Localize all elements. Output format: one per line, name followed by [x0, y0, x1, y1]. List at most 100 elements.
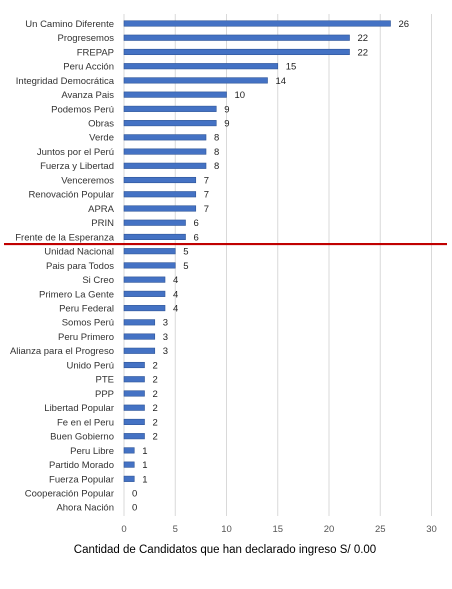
category-label: PPP	[95, 389, 114, 400]
bar	[123, 376, 145, 383]
bar	[123, 433, 145, 440]
category-label: Alianza para el Progreso	[10, 346, 114, 357]
bar	[123, 347, 156, 354]
value-label: 1	[142, 474, 147, 485]
value-label: 4	[173, 304, 178, 315]
bar	[123, 205, 197, 212]
category-label: Obras	[88, 119, 114, 130]
x-tick-label: 10	[221, 524, 232, 535]
bar	[123, 105, 217, 112]
category-label: Unido Perú	[66, 360, 114, 371]
bar	[123, 319, 156, 326]
bar	[123, 461, 135, 468]
category-label: Peru Acción	[63, 62, 114, 73]
category-label: PRIN	[91, 218, 114, 229]
category-label: Pais para Todos	[46, 261, 114, 272]
category-label: Verde	[89, 133, 114, 144]
value-label: 3	[163, 318, 168, 329]
bar	[123, 91, 227, 98]
bar	[123, 48, 350, 56]
category-label: APRA	[88, 204, 115, 215]
value-label: 4	[173, 289, 178, 300]
bar	[123, 475, 135, 482]
bar	[123, 248, 176, 255]
category-labels: Un Camino Diferente Progresemos FREPAP Peru…	[10, 19, 115, 514]
bar	[123, 63, 279, 70]
category-label: Peru Federal	[59, 304, 114, 315]
bar	[123, 20, 391, 27]
category-label: Fuerza Popular	[49, 474, 114, 485]
category-label: Podemos Perú	[51, 104, 114, 115]
value-label: 0	[132, 503, 137, 514]
value-label: 7	[204, 175, 209, 186]
bar	[123, 276, 166, 283]
value-label: 7	[204, 190, 209, 201]
value-label: 7	[204, 204, 209, 215]
value-label: 0	[132, 488, 137, 499]
category-label: Primero La Gente	[39, 289, 114, 300]
x-tick-label: 5	[173, 524, 178, 535]
value-label: 9	[224, 119, 229, 130]
bar	[123, 390, 145, 397]
bar	[123, 120, 217, 127]
x-axis-tick-labels: 0 5 10 15 20 25 30	[121, 524, 436, 535]
category-label: FREPAP	[77, 47, 114, 58]
category-label: Cooperación Popular	[25, 488, 114, 499]
bar	[123, 77, 268, 84]
category-label: Peru Primero	[58, 332, 114, 343]
category-label: Fe en el Peru	[57, 417, 114, 428]
value-label: 2	[153, 389, 158, 400]
category-label: Unidad Nacional	[44, 247, 114, 258]
x-tick-label: 15	[272, 524, 283, 535]
value-label: 8	[214, 133, 219, 144]
value-label: 8	[214, 147, 219, 158]
bars	[123, 20, 391, 482]
category-label: Renovación Popular	[28, 190, 114, 201]
category-label: Buen Gobierno	[50, 432, 114, 443]
category-label: Integridad Democrática	[16, 76, 115, 87]
bar	[123, 134, 207, 141]
bar	[123, 290, 166, 297]
bar	[123, 305, 166, 312]
value-label: 2	[153, 432, 158, 443]
value-label: 2	[153, 403, 158, 414]
category-label: PTE	[96, 375, 114, 386]
bar	[123, 447, 135, 454]
category-label: Venceremos	[61, 175, 114, 186]
value-label: 6	[194, 218, 199, 229]
value-label: 1	[142, 446, 147, 457]
bar	[123, 148, 207, 155]
category-label: Progresemos	[58, 33, 115, 44]
bar	[123, 34, 350, 41]
bar	[123, 219, 186, 226]
value-label: 15	[286, 62, 297, 73]
bar	[123, 176, 197, 184]
x-tick-label: 20	[324, 524, 335, 535]
value-label: 10	[235, 90, 246, 101]
category-label: Libertad Popular	[44, 403, 114, 414]
value-label: 2	[153, 360, 158, 371]
category-label: Un Camino Diferente	[25, 19, 114, 30]
value-label: 9	[224, 104, 229, 115]
category-label: Fuerza y Libertad	[40, 161, 114, 172]
value-label: 6	[194, 232, 199, 243]
bar	[123, 361, 145, 369]
bar	[123, 162, 207, 169]
category-label: Si Creo	[82, 275, 114, 286]
value-label: 4	[173, 275, 178, 286]
value-label: 26	[399, 19, 410, 30]
value-label: 2	[153, 417, 158, 428]
value-label: 3	[163, 332, 168, 343]
value-label: 5	[183, 261, 188, 272]
value-label: 2	[153, 375, 158, 386]
x-tick-label: 0	[121, 524, 126, 535]
value-label: 3	[163, 346, 168, 357]
category-label: Frente de la Esperanza	[15, 232, 114, 243]
category-label: Avanza Pais	[61, 90, 114, 101]
x-tick-label: 30	[426, 524, 437, 535]
category-label: Partido Morado	[49, 460, 114, 471]
value-label: 1	[142, 460, 147, 471]
category-label: Juntos por el Perú	[37, 147, 114, 158]
value-label: 22	[358, 47, 369, 58]
